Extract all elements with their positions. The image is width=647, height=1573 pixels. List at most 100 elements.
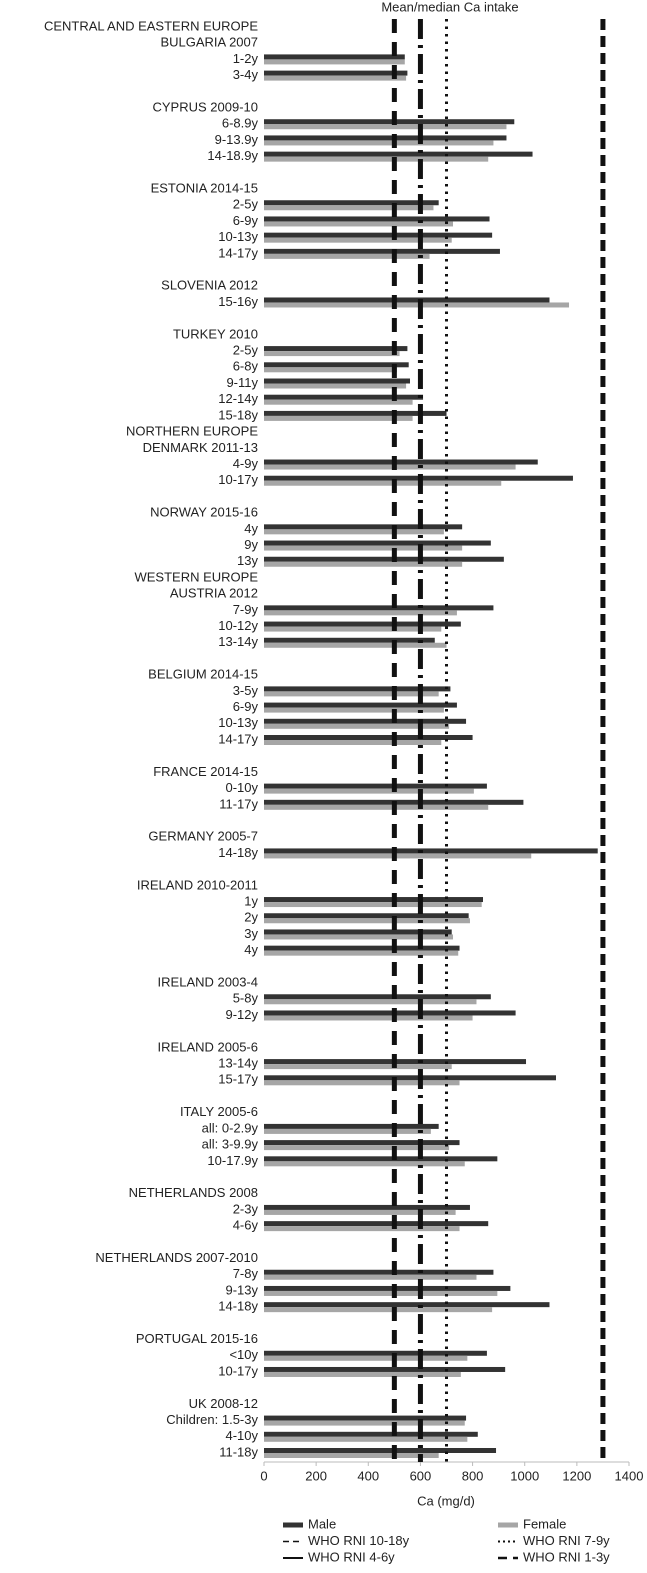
category-label: 13-14y [218,634,258,649]
female-bar [264,1145,450,1151]
legend-swatch [498,1522,518,1528]
female-bar [264,1307,493,1313]
category-label: 0-10y [225,780,258,795]
male-bar [264,297,550,303]
male-bar [264,637,435,643]
male-bar [264,897,483,903]
female-bar [264,124,507,130]
male-bar [264,1366,506,1372]
male-bar [264,913,469,919]
category-label: IRELAND 2010-2011 [137,877,258,892]
category-label: 11-17y [219,796,258,811]
category-label: 15-18y [218,407,258,422]
female-bar [264,529,444,535]
female-bar [264,1161,465,1167]
category-label: NORTHERN EUROPE [126,424,258,439]
category-label: 3y [244,926,258,941]
female-bar [264,853,532,859]
legend-label: WHO RNI 10-18y [308,1533,410,1548]
female-bar [264,626,442,632]
legend-label: Female [523,1516,566,1531]
category-label: 10-13y [218,229,258,244]
category-label: IRELAND 2005-6 [158,1039,258,1054]
category-label: 6-8y [233,359,259,374]
category-label: 9-12y [225,1007,258,1022]
male-bar [264,1415,467,1421]
female-bar [264,1355,468,1361]
category-label: 9y [244,537,258,552]
category-label: 10-17y [218,472,258,487]
female-bar [264,545,463,551]
category-label: ITALY 2005-6 [180,1104,258,1119]
male-bar [264,540,491,546]
male-bar [264,994,491,1000]
male-bar [264,54,405,60]
category-label: 14-18y [218,845,258,860]
female-bar [264,237,452,243]
female-bar [264,1128,431,1134]
category-label: CYPRUS 2009-10 [153,99,259,114]
female-bar [264,75,407,81]
x-axis-label: Ca (mg/d) [417,1493,475,1508]
male-bar [264,216,490,222]
female-bar [264,1209,456,1215]
female-bar [264,302,570,308]
category-label: 10-13y [218,715,258,730]
category-label: 7-8y [233,1266,259,1281]
legend-label: Male [308,1516,336,1531]
female-bar [264,740,442,745]
category-label: BELGIUM 2014-15 [148,667,258,682]
category-label: 14-18y [218,1299,258,1314]
female-bar [264,156,489,162]
male-bar [264,135,507,141]
female-bar [264,1015,473,1021]
category-label: SLOVENIA 2012 [161,278,258,293]
category-label: 2-3y [233,1201,259,1216]
category-label: 13-14y [218,1056,258,1071]
category-label: 4y [244,521,258,536]
category-label: 7-9y [233,602,259,617]
male-bar [264,248,500,254]
male-bar [264,621,461,627]
female-bar [264,642,447,648]
category-label: 14-17y [218,731,258,746]
category-label: 13y [237,553,258,568]
male-bar [264,848,598,854]
legend-label: WHO RNI 4-6y [308,1549,395,1564]
category-label: 3-4y [233,67,259,82]
category-label: all: 3-9.9y [202,1137,259,1152]
male-bar [264,1302,550,1308]
female-bar [264,59,405,65]
category-label: IRELAND 2003-4 [158,975,258,990]
male-bar [264,686,451,692]
female-bar [264,902,482,908]
female-bar [264,610,457,616]
female-bar [264,140,494,146]
female-bar [264,1420,465,1426]
category-label: <10y [229,1347,258,1362]
category-label: 14-18.9y [207,148,258,163]
male-bar [264,1140,460,1146]
category-label: 2-5y [233,197,259,212]
male-bar [264,1350,487,1356]
female-bar [264,561,463,567]
category-label: PORTUGAL 2015-16 [136,1331,258,1346]
male-bar [264,1075,556,1081]
male-bar [264,70,408,76]
category-label: 1-2y [233,51,259,66]
male-bar [264,459,538,465]
male-bar [264,929,452,935]
category-label: 2-5y [233,343,259,358]
female-bar [264,464,516,470]
female-bar [264,788,474,794]
category-label: 10-12y [218,618,258,633]
male-bar [264,394,424,400]
category-label: UK 2008-12 [189,1396,258,1411]
female-bar [264,205,434,211]
female-bar [264,1064,452,1070]
female-bar [264,1371,461,1377]
male-bar [264,151,533,157]
male-bar [264,605,494,611]
female-bar [264,351,400,357]
